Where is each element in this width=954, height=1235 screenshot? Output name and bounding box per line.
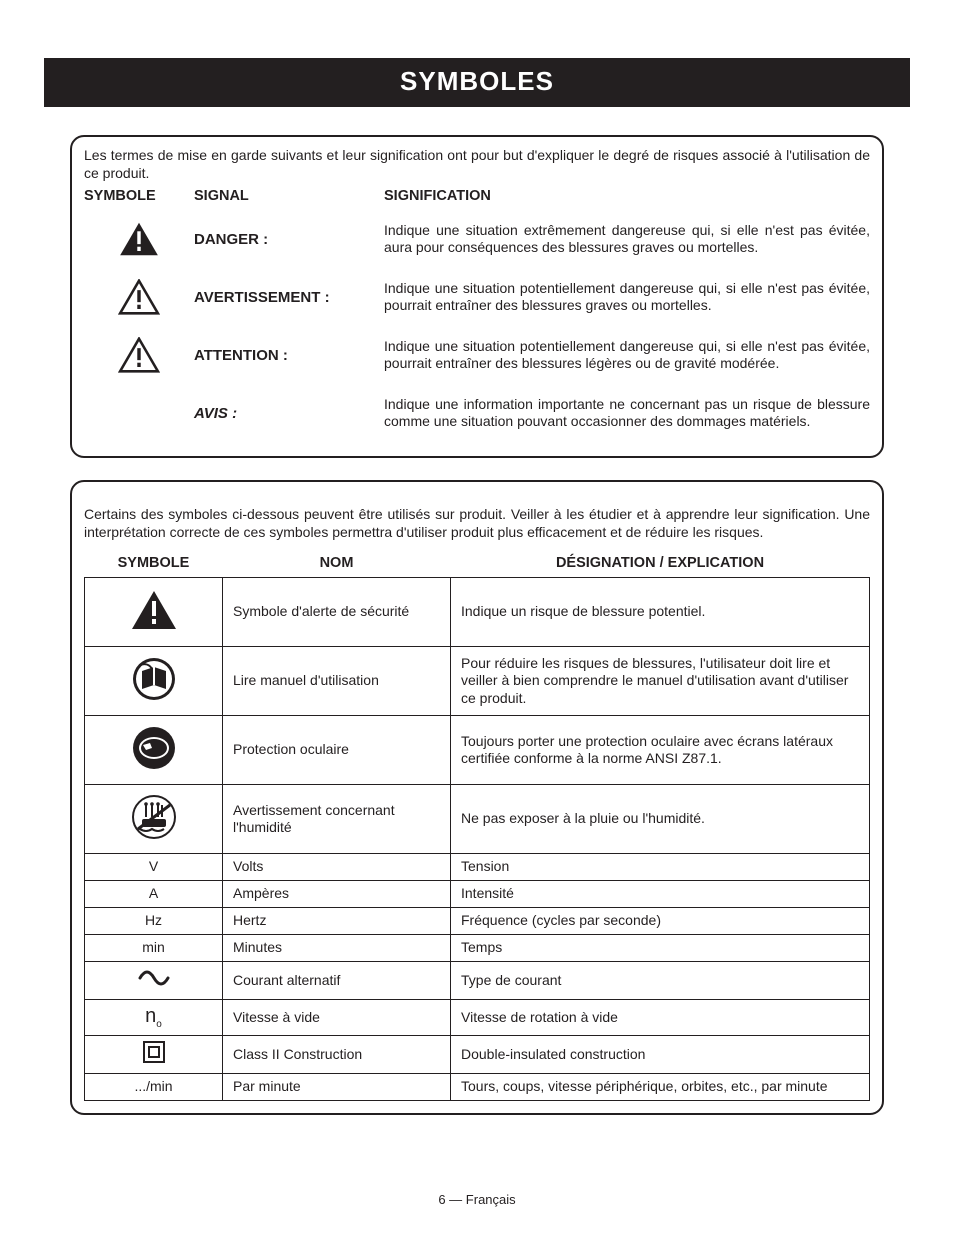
class2-symbol [85, 1036, 223, 1074]
read-manual-icon [85, 647, 223, 716]
volts-symbol: V [85, 854, 223, 881]
signal-hdr-signal: SIGNAL [194, 188, 384, 204]
signal-hdr-meaning: SIGNIFICATION [384, 188, 870, 204]
signal-words-box: Les termes de mise en garde suivants et … [70, 135, 884, 458]
symbol-desc: Pour réduire les risques de blessures, l… [451, 647, 870, 716]
page-title: SYMBOLES [400, 66, 554, 96]
signal-row: DANGER : Indique une situation extrêmeme… [84, 212, 870, 266]
symbol-desc: Ne pas exposer à la pluie ou l'humidité. [451, 785, 870, 854]
symbol-name: Avertissement concernant l'humidité [223, 785, 451, 854]
symbol-desc: Indique un risque de blessure potentiel. [451, 578, 870, 647]
symbols-hdr-nom: NOM [223, 549, 451, 578]
page-title-bar: SYMBOLES [44, 58, 910, 107]
table-row: Courant alternatif Type de courant [85, 962, 870, 1000]
table-row: Hz Hertz Fréquence (cycles par seconde) [85, 908, 870, 935]
symbol-desc: Tension [451, 854, 870, 881]
symbol-name: Volts [223, 854, 451, 881]
symbols-intro: Certains des symboles ci-dessous peuvent… [84, 506, 870, 541]
signal-label: ATTENTION : [194, 347, 384, 364]
symbol-name: Par minute [223, 1073, 451, 1100]
signal-row: AVERTISSEMENT : Indique une situation po… [84, 270, 870, 324]
page-footer: 6 — Français [0, 1192, 954, 1207]
signal-meaning: Indique une situation extrêmement danger… [384, 222, 870, 257]
table-row: V Volts Tension [85, 854, 870, 881]
signal-label: DANGER : [194, 231, 384, 248]
symbols-table: SYMBOLE NOM DÉSIGNATION / EXPLICATION Sy… [84, 549, 870, 1101]
symbol-name: Courant alternatif [223, 962, 451, 1000]
symbol-desc: Toujours porter une protection oculaire … [451, 716, 870, 785]
table-row: .../min Par minute Tours, coups, vitesse… [85, 1073, 870, 1100]
page: SYMBOLES Les termes de mise en garde sui… [0, 0, 954, 1235]
symbol-name: Hertz [223, 908, 451, 935]
symbol-desc: Tours, coups, vitesse périphérique, orbi… [451, 1073, 870, 1100]
hertz-symbol: Hz [85, 908, 223, 935]
table-row: Class II Construction Double-insulated c… [85, 1036, 870, 1074]
table-row: Protection oculaire Toujours porter une … [85, 716, 870, 785]
signal-meaning: Indique une situation potentiellement da… [384, 338, 870, 373]
safety-alert-icon [85, 578, 223, 647]
symbol-desc: Double-insulated construction [451, 1036, 870, 1074]
per-minute-symbol: .../min [85, 1073, 223, 1100]
signal-header-row: SYMBOLE SIGNAL SIGNIFICATION [84, 188, 870, 204]
ac-symbol [85, 962, 223, 1000]
table-row: Symbole d'alerte de sécurité Indique un … [85, 578, 870, 647]
symbol-desc: Temps [451, 935, 870, 962]
signal-meaning: Indique une situation potentiellement da… [384, 280, 870, 315]
amperes-symbol: A [85, 881, 223, 908]
table-row: A Ampères Intensité [85, 881, 870, 908]
signal-meaning: Indique une information importante ne co… [384, 396, 870, 431]
eye-protection-icon [85, 716, 223, 785]
table-row: min Minutes Temps [85, 935, 870, 962]
signal-label: AVERTISSEMENT : [194, 289, 384, 306]
symbol-desc: Vitesse de rotation à vide [451, 999, 870, 1036]
wet-warning-icon [85, 785, 223, 854]
signal-intro: Les termes de mise en garde suivants et … [84, 147, 870, 182]
table-row: no Vitesse à vide Vitesse de rotation à … [85, 999, 870, 1036]
symbol-desc: Intensité [451, 881, 870, 908]
symbol-name: Lire manuel d'utilisation [223, 647, 451, 716]
signal-row: AVIS : Indique une information important… [84, 386, 870, 440]
caution-icon [84, 337, 194, 373]
symbols-header-row: SYMBOLE NOM DÉSIGNATION / EXPLICATION [85, 549, 870, 578]
symbols-hdr-symbole: SYMBOLE [85, 549, 223, 578]
table-row: Avertissement concernant l'humidité Ne p… [85, 785, 870, 854]
danger-icon [84, 221, 194, 257]
signal-hdr-symbole: SYMBOLE [84, 188, 194, 204]
no-load-speed-symbol: no [85, 999, 223, 1036]
symbol-name: Minutes [223, 935, 451, 962]
symbols-box: Certains des symboles ci-dessous peuvent… [70, 480, 884, 1115]
symbol-desc: Type de courant [451, 962, 870, 1000]
symbol-name: Vitesse à vide [223, 999, 451, 1036]
symbol-desc: Fréquence (cycles par seconde) [451, 908, 870, 935]
symbols-hdr-designation: DÉSIGNATION / EXPLICATION [451, 549, 870, 578]
symbol-name: Symbole d'alerte de sécurité [223, 578, 451, 647]
signal-row: ATTENTION : Indique une situation potent… [84, 328, 870, 382]
symbol-name: Ampères [223, 881, 451, 908]
symbol-name: Protection oculaire [223, 716, 451, 785]
warning-icon [84, 279, 194, 315]
table-row: Lire manuel d'utilisation Pour réduire l… [85, 647, 870, 716]
signal-label: AVIS : [194, 405, 384, 422]
minutes-symbol: min [85, 935, 223, 962]
symbol-name: Class II Construction [223, 1036, 451, 1074]
